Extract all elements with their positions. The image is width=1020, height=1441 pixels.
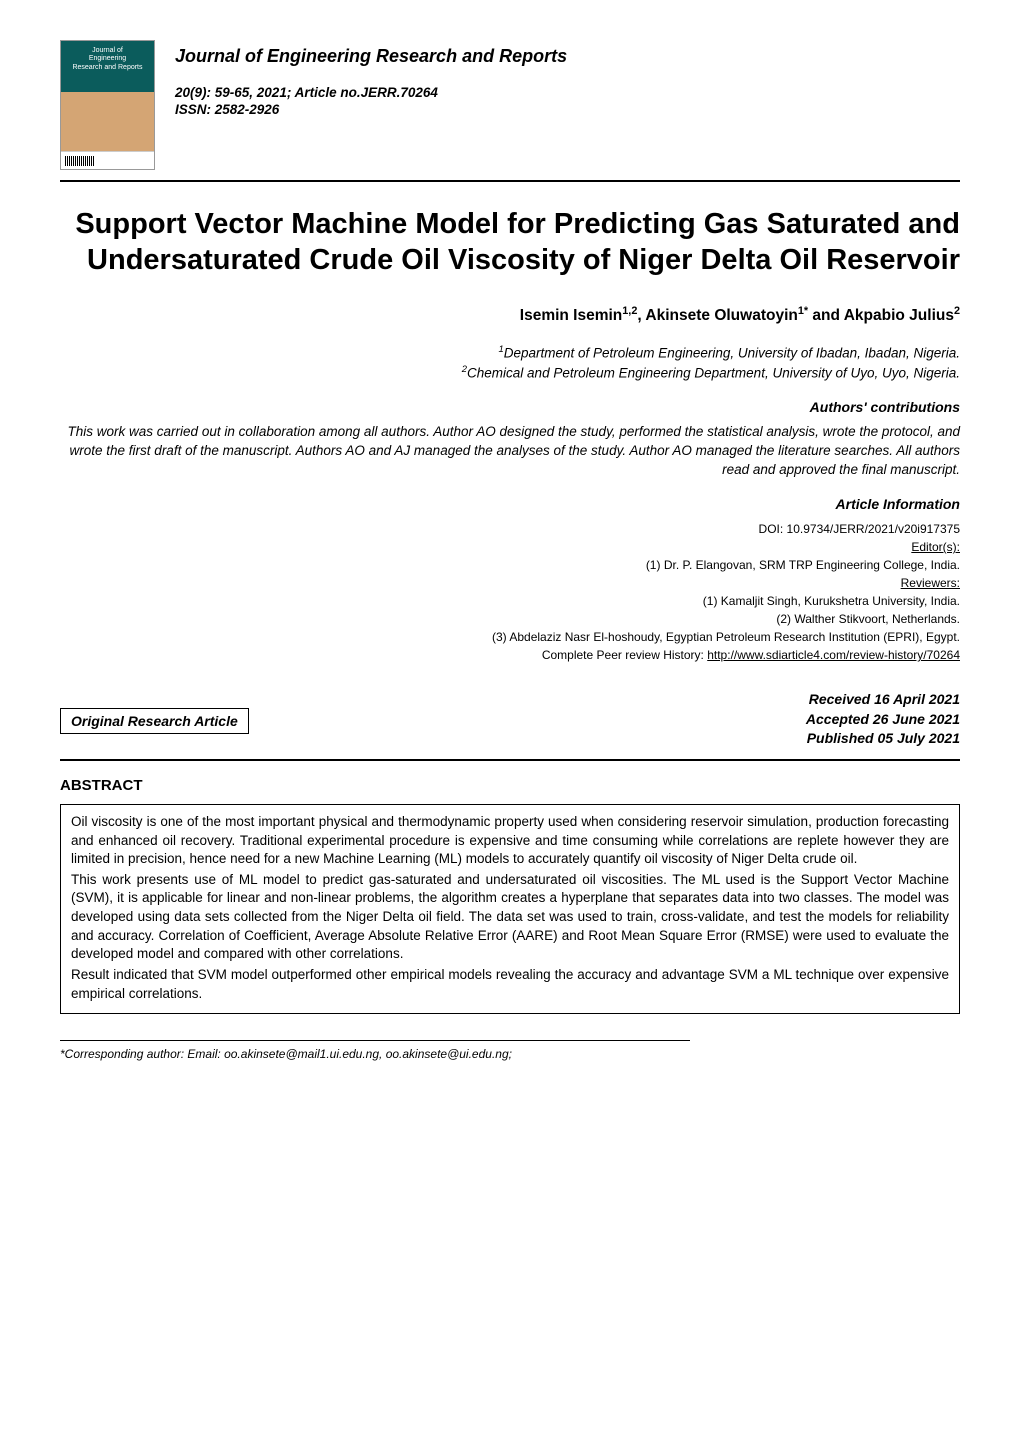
abstract-heading: ABSTRACT xyxy=(60,777,960,794)
corresponding-author: *Corresponding author: Email: oo.akinset… xyxy=(60,1047,960,1061)
editor-1: (1) Dr. P. Elangovan, SRM TRP Engineerin… xyxy=(60,556,960,574)
affiliation-2: 2Chemical and Petroleum Engineering Depa… xyxy=(60,363,960,383)
issn-line: ISSN: 2582-2926 xyxy=(175,102,960,117)
contributions-text: This work was carried out in collaborati… xyxy=(60,423,960,480)
editors-label: Editor(s): xyxy=(60,538,960,556)
cover-body xyxy=(61,92,154,151)
accepted-date: Accepted 26 June 2021 xyxy=(806,710,960,730)
reviewer-3: (3) Abdelaziz Nasr El-hoshoudy, Egyptian… xyxy=(60,628,960,646)
affiliations: 1Department of Petroleum Engineering, Un… xyxy=(60,343,960,384)
author-list: Isemin Isemin1,2, Akinsete Oluwatoyin1* … xyxy=(60,305,960,325)
barcode-icon xyxy=(65,156,95,166)
mid-rule xyxy=(60,759,960,761)
article-type-box: Original Research Article xyxy=(60,708,249,734)
abstract-box: Oil viscosity is one of the most importa… xyxy=(60,804,960,1014)
peer-review-link[interactable]: http://www.sdiarticle4.com/review-histor… xyxy=(707,648,960,662)
published-date: Published 05 July 2021 xyxy=(806,729,960,749)
journal-cover-thumbnail: Journal ofEngineeringResearch and Report… xyxy=(60,40,155,170)
reviewer-2: (2) Walther Stikvoort, Netherlands. xyxy=(60,610,960,628)
abstract-p2: This work presents use of ML model to pr… xyxy=(71,871,949,964)
doi-line: DOI: 10.9734/JERR/2021/v20i917375 xyxy=(60,520,960,538)
dates-row: Original Research Article Received 16 Ap… xyxy=(60,690,960,749)
received-date: Received 16 April 2021 xyxy=(806,690,960,710)
affiliation-1: 1Department of Petroleum Engineering, Un… xyxy=(60,343,960,363)
article-info-heading: Article Information xyxy=(60,496,960,512)
header-text-block: Journal of Engineering Research and Repo… xyxy=(175,40,960,170)
peer-review-line: Complete Peer review History: http://www… xyxy=(60,646,960,664)
journal-name: Journal of Engineering Research and Repo… xyxy=(175,46,960,67)
header-rule xyxy=(60,180,960,182)
cover-footer xyxy=(61,151,154,169)
footer-rule xyxy=(60,1040,690,1041)
article-info-block: DOI: 10.9734/JERR/2021/v20i917375 Editor… xyxy=(60,520,960,664)
abstract-p3: Result indicated that SVM model outperfo… xyxy=(71,966,949,1003)
dates-block: Received 16 April 2021 Accepted 26 June … xyxy=(806,690,960,749)
issue-line: 20(9): 59-65, 2021; Article no.JERR.7026… xyxy=(175,85,960,100)
cover-title: Journal ofEngineeringResearch and Report… xyxy=(61,41,154,92)
contributions-heading: Authors' contributions xyxy=(60,399,960,415)
reviewers-label: Reviewers: xyxy=(60,574,960,592)
reviewer-1: (1) Kamaljit Singh, Kurukshetra Universi… xyxy=(60,592,960,610)
abstract-p1: Oil viscosity is one of the most importa… xyxy=(71,813,949,869)
paper-title: Support Vector Machine Model for Predict… xyxy=(60,206,960,279)
header-row: Journal ofEngineeringResearch and Report… xyxy=(60,40,960,170)
